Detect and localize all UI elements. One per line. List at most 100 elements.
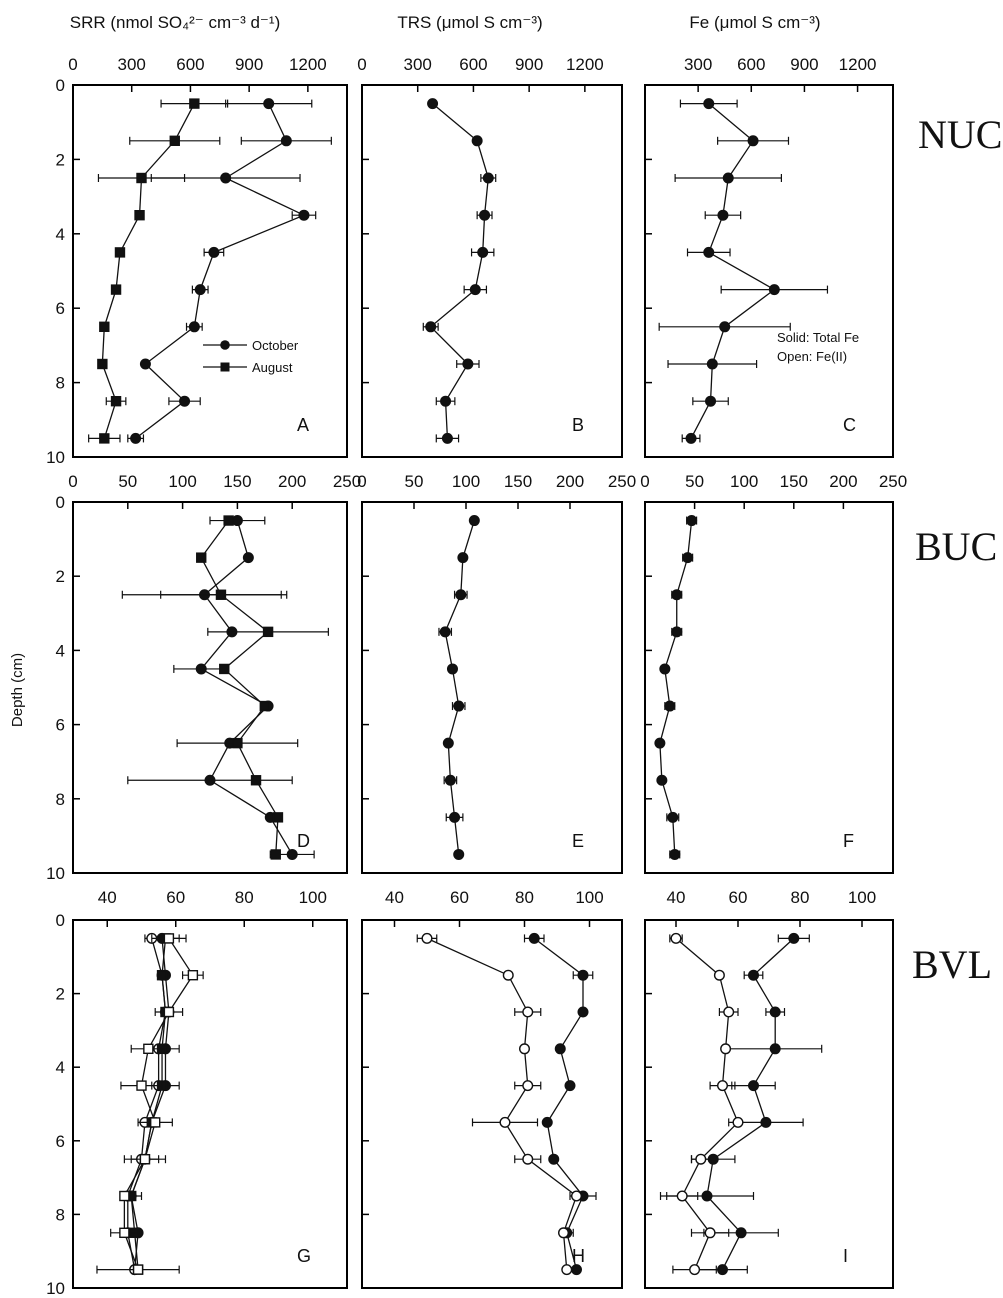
panel-i: 40 60 80 100 I <box>644 888 894 1289</box>
x-tick-label: 1200 <box>566 55 604 74</box>
data-point-square <box>259 700 270 712</box>
plot-frame <box>644 919 894 1289</box>
panel-label: A <box>297 415 309 435</box>
y-tick-label: 6 <box>56 1132 65 1151</box>
legend-label: August <box>252 360 293 375</box>
legend-label: Open: Fe(II) <box>777 349 847 364</box>
data-point-circle <box>705 395 717 407</box>
data-point-circle <box>427 98 439 110</box>
data-point-square <box>187 970 199 981</box>
y-tick-label: 4 <box>56 641 65 660</box>
data-point-circle <box>732 1116 744 1128</box>
series-october <box>658 98 829 444</box>
data-point-square <box>143 1043 154 1055</box>
series-line <box>533 937 584 1270</box>
series-october <box>654 515 698 860</box>
x-tick-label: 40 <box>667 888 686 907</box>
x-tick-label: 600 <box>176 55 204 74</box>
data-point-circle <box>689 1264 701 1276</box>
data-point-circle <box>421 932 433 944</box>
data-point-circle <box>769 1043 781 1055</box>
data-point-square <box>136 1080 147 1091</box>
x-tick-label: 60 <box>450 888 469 907</box>
y-tick-label: 0 <box>56 76 65 95</box>
data-point-circle <box>468 515 480 527</box>
data-point-circle <box>717 1264 729 1276</box>
data-point-circle <box>676 1190 688 1202</box>
data-point-circle <box>558 1227 570 1239</box>
data-point-square <box>119 1227 130 1239</box>
x-tick-label: 1200 <box>289 55 327 74</box>
x-tick-label: 0 <box>68 472 77 491</box>
x-tick-label: 80 <box>515 888 534 907</box>
data-point-square <box>163 1006 175 1018</box>
data-point-square <box>99 321 110 332</box>
x-tick-label: 80 <box>791 888 810 907</box>
x-tick-label: 60 <box>729 888 748 907</box>
series-august <box>160 515 329 860</box>
data-point-circle <box>717 1080 729 1092</box>
data-point-circle <box>748 969 760 981</box>
data-point-circle <box>179 395 191 407</box>
data-point-circle <box>231 515 243 527</box>
data-point-circle <box>208 246 220 258</box>
data-point-circle <box>735 1227 747 1239</box>
data-point-circle <box>747 135 759 147</box>
y-tick-label: 10 <box>46 448 65 467</box>
plot-frame <box>361 501 623 874</box>
panel-label: B <box>572 415 584 435</box>
x-tick-label: 150 <box>504 472 532 491</box>
x-tick-label: 50 <box>685 472 704 491</box>
x-tick-label: 200 <box>556 472 584 491</box>
x-tick-label: 150 <box>780 472 808 491</box>
panel-label: C <box>843 415 856 435</box>
x-tick-label: 40 <box>98 888 117 907</box>
series-october <box>422 98 497 444</box>
x-tick-label: 0 <box>68 55 77 74</box>
legend: October August <box>203 338 299 375</box>
data-point-square <box>262 626 274 638</box>
data-point-circle <box>441 432 453 444</box>
y-tick-label: 10 <box>46 864 65 883</box>
data-point-square <box>114 247 126 258</box>
data-point-circle <box>713 969 725 981</box>
x-tick-label: 250 <box>879 472 907 491</box>
data-point-circle <box>242 552 254 564</box>
data-point-circle <box>723 1006 735 1018</box>
series-line <box>200 520 279 855</box>
x-tick-label: 150 <box>223 472 251 491</box>
data-point-circle <box>194 284 206 296</box>
data-point-square <box>119 1190 130 1202</box>
data-point-circle <box>701 1190 713 1202</box>
data-point-square <box>163 933 175 944</box>
data-point-circle <box>453 848 465 860</box>
data-point-square <box>219 663 230 675</box>
data-point-circle <box>706 358 718 370</box>
panel-label: E <box>572 831 584 851</box>
data-point-circle <box>564 1080 576 1092</box>
legend: Solid: Total Fe Open: Fe(II) <box>777 330 859 364</box>
data-point-square <box>196 552 207 563</box>
data-point-circle <box>522 1153 534 1165</box>
data-point-square <box>110 284 122 295</box>
legend-marker-circle <box>220 340 230 350</box>
column-title-srr: SRR (nmol SO₄²⁻ cm⁻³ d⁻¹) <box>70 13 280 32</box>
series-october <box>438 515 480 860</box>
data-point-circle <box>479 209 491 221</box>
y-tick-label: 6 <box>56 299 65 318</box>
data-point-circle <box>671 589 683 601</box>
data-point-circle <box>522 1006 534 1018</box>
series-october <box>127 98 332 444</box>
data-point-square <box>250 775 262 786</box>
x-tick-label: 200 <box>278 472 306 491</box>
plot-frame <box>72 501 348 874</box>
y-tick-label: 6 <box>56 716 65 735</box>
x-tick-label: 100 <box>848 888 876 907</box>
series-total-fe <box>523 932 597 1276</box>
data-point-circle <box>577 1006 589 1018</box>
data-point-square <box>149 1117 161 1128</box>
data-point-circle <box>139 358 151 370</box>
